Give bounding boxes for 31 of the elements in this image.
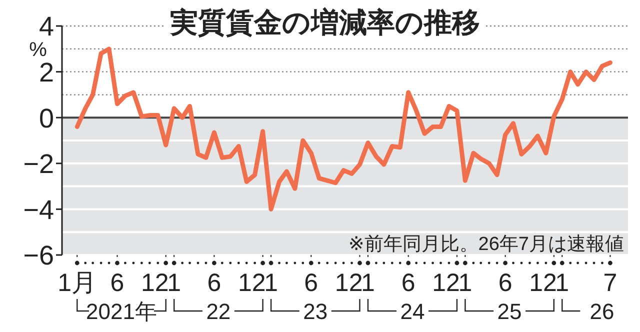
x-tick-label: 7 [603,269,618,297]
x-tick-label: 6 [401,269,416,297]
x-tick-label: 12 [141,269,169,297]
x-tick-label: 12 [334,269,363,297]
year-bracket: 26 [562,299,614,324]
annotation: ※前年同月比。26年7月は速報値 [348,234,624,255]
x-tick-label: 6 [110,269,124,297]
x-tick-label: 1 [458,269,472,297]
y-tick-label: −2 [23,149,54,180]
x-tick-label: 12 [432,269,460,297]
x-tick-label: 6 [207,269,222,297]
y-tick-label: 4 [38,12,54,42]
x-tick-label: 1 [361,269,375,297]
year-bracket: 23 [270,299,360,324]
line-series [74,46,612,212]
y-tick-label: −4 [23,194,54,225]
x-tick-label: 1月 [58,269,97,297]
x-tick-label: 12 [238,269,266,297]
x-tick-label: 1 [167,269,182,297]
x-tick-label: 1 [264,269,278,297]
x-tick-label: 1 [555,269,570,297]
year-bracket: 24 [367,299,458,324]
year-bracket: 2021年 [76,299,166,324]
chart-title: 実質賃金の増減率の推移 [169,7,480,38]
year-bracket: 25 [464,299,554,324]
x-tick-label: 6 [304,269,318,297]
y-tick-label: 0 [38,103,54,134]
x-tick-label: 6 [498,269,512,297]
y-tick-label: −6 [23,240,54,271]
year-bracket: 22 [173,299,264,324]
x-tick-label: 12 [529,269,557,297]
